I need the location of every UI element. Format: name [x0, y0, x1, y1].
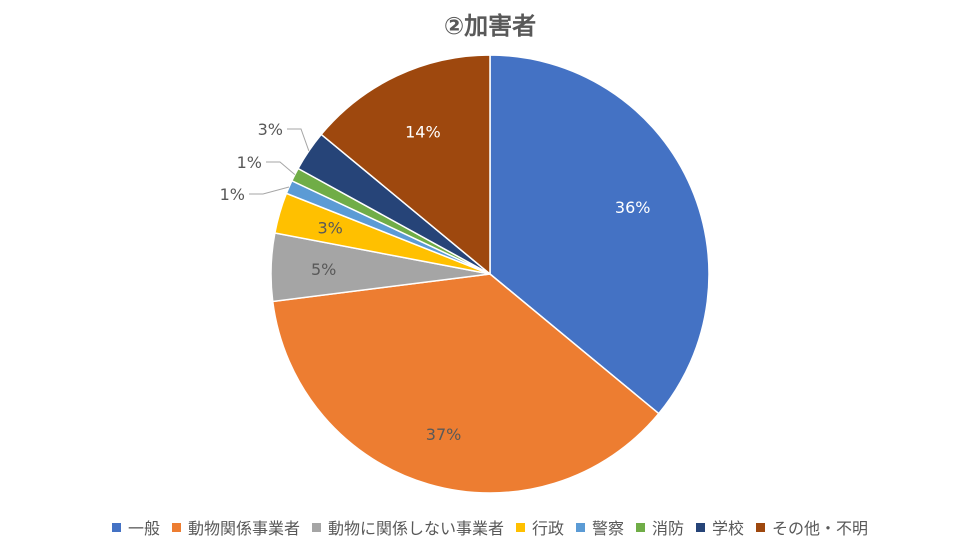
legend-label: 消防 — [652, 519, 685, 538]
legend-label: 学校 — [712, 519, 745, 538]
data-label-6: 3% — [258, 120, 283, 139]
legend-label: 一般 — [127, 519, 160, 538]
legend-swatch — [171, 522, 181, 532]
legend-swatch — [311, 522, 321, 532]
pie-slice-0 — [489, 54, 710, 415]
data-label-3: 3% — [317, 219, 342, 238]
legend-swatch — [756, 522, 766, 532]
legend-swatch — [111, 522, 121, 532]
data-label-1: 37% — [426, 425, 462, 444]
legend-label: 動物に関係しない事業者 — [327, 519, 504, 538]
legend-item-6: 学校 — [696, 515, 744, 539]
legend-item-7: その他・不明 — [756, 515, 868, 539]
leader-line-4 — [249, 186, 290, 195]
chart-legend: 一般 動物関係事業者 動物に関係しない事業者 行政 警察 消防 学校 その他・不明 — [0, 515, 980, 539]
chart-title: ②加害者 — [443, 12, 537, 40]
pie-slice-1 — [271, 273, 660, 494]
legend-label: 警察 — [592, 519, 625, 538]
data-label-5: 1% — [237, 153, 262, 172]
legend-swatch — [696, 522, 706, 532]
legend-item-0: 一般 — [111, 515, 160, 539]
legend-label: 行政 — [531, 519, 564, 538]
legend-item-3: 行政 — [515, 515, 564, 539]
legend-label: その他・不明 — [772, 519, 869, 538]
legend-item-2: 動物に関係しない事業者 — [311, 515, 504, 539]
data-label-4: 1% — [220, 185, 245, 204]
legend-item-1: 動物関係事業者 — [171, 515, 300, 539]
data-label-0: 36% — [615, 198, 651, 217]
legend-swatch — [576, 522, 585, 532]
legend-item-5: 消防 — [636, 515, 684, 539]
pie-chart: 36% 37% 5% 3% 1% 1% 3% 14% — [220, 54, 710, 494]
legend-swatch — [636, 522, 646, 532]
legend-item-4: 警察 — [576, 515, 624, 539]
data-label-2: 5% — [311, 260, 336, 279]
legend-swatch — [515, 522, 525, 532]
leader-line-5 — [266, 161, 296, 175]
leader-line-6 — [287, 128, 310, 152]
legend-label: 動物関係事業者 — [187, 519, 300, 538]
pie-slice-7 — [320, 54, 491, 276]
data-label-7: 14% — [405, 122, 441, 141]
